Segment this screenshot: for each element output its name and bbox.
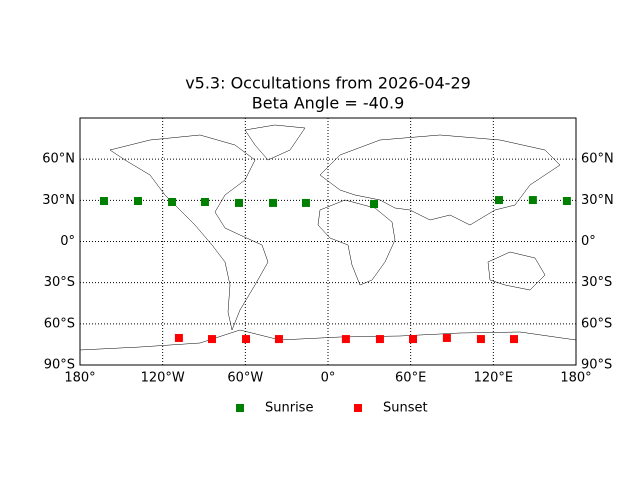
marker: [375, 335, 384, 344]
marker: [370, 200, 379, 209]
marker: [409, 335, 418, 344]
y-tick-label: 30°S: [44, 275, 75, 290]
marker: [442, 333, 451, 342]
chart-subtitle: Beta Angle = -40.9: [252, 94, 405, 113]
y-tick-label-right: 60°S: [581, 316, 612, 331]
legend-marker: [354, 404, 362, 412]
x-tick-label: 60°E: [395, 371, 426, 386]
legend-marker: [236, 404, 244, 412]
marker: [494, 196, 503, 205]
y-tick-label-right: 90°S: [581, 358, 612, 373]
marker: [242, 335, 251, 344]
x-tick-label: 180°: [560, 371, 591, 386]
y-tick-label-right: 60°N: [581, 152, 614, 167]
legend-label: Sunset: [383, 401, 428, 416]
marker: [200, 197, 209, 206]
marker: [274, 335, 283, 344]
marker: [562, 197, 571, 206]
chart-title: v5.3: Occultations from 2026-04-29: [185, 74, 471, 93]
x-tick-label: 120°W: [141, 371, 185, 386]
marker: [168, 197, 177, 206]
marker: [174, 333, 183, 342]
x-tick-label: 180°: [64, 371, 95, 386]
y-tick-label-right: 30°N: [581, 193, 614, 208]
marker: [99, 197, 108, 206]
marker: [510, 335, 518, 344]
marker: [341, 335, 350, 344]
marker: [134, 197, 143, 206]
x-tick-label: 60°W: [227, 371, 263, 386]
y-tick-label: 60°N: [42, 152, 75, 167]
x-tick-label: 120°E: [474, 371, 514, 386]
marker: [301, 198, 310, 207]
y-tick-label: 60°S: [44, 316, 75, 331]
x-tick-label: 0°: [321, 371, 336, 386]
marker: [528, 196, 537, 205]
y-tick-label: 0°: [60, 234, 75, 249]
y-tick-label: 90°S: [44, 358, 75, 373]
marker: [476, 335, 485, 344]
marker: [234, 198, 243, 207]
y-tick-label-right: 0°: [581, 234, 596, 249]
marker: [269, 198, 278, 207]
y-tick-label-right: 30°S: [581, 275, 612, 290]
y-tick-label: 30°N: [42, 193, 75, 208]
marker: [207, 335, 216, 344]
legend-label: Sunrise: [265, 401, 313, 416]
